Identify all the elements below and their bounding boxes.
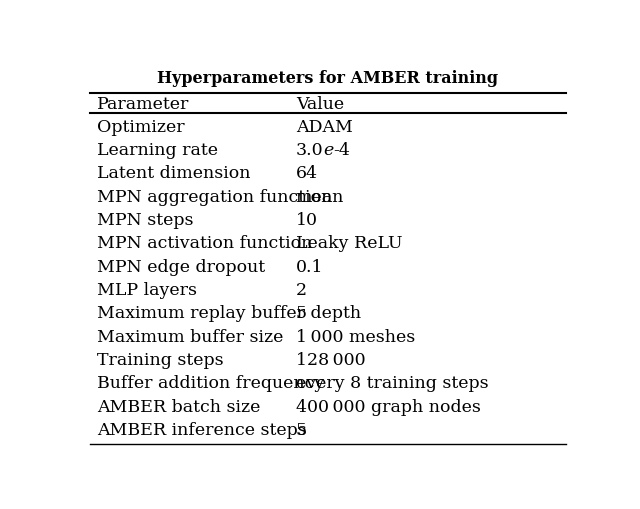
Text: Parameter: Parameter bbox=[97, 96, 189, 114]
Text: mean: mean bbox=[296, 189, 344, 206]
Text: MPN aggregation function: MPN aggregation function bbox=[97, 189, 333, 206]
Text: MLP layers: MLP layers bbox=[97, 282, 197, 299]
Text: 1 000 meshes: 1 000 meshes bbox=[296, 329, 415, 346]
Text: Maximum buffer size: Maximum buffer size bbox=[97, 329, 284, 346]
Text: MPN activation function: MPN activation function bbox=[97, 235, 313, 252]
Text: Latent dimension: Latent dimension bbox=[97, 165, 251, 182]
Text: 128 000: 128 000 bbox=[296, 352, 365, 369]
Text: every 8 training steps: every 8 training steps bbox=[296, 375, 488, 392]
Text: AMBER inference steps: AMBER inference steps bbox=[97, 422, 307, 439]
Text: Buffer addition frequency: Buffer addition frequency bbox=[97, 375, 324, 392]
Text: MPN edge dropout: MPN edge dropout bbox=[97, 259, 266, 275]
Text: Optimizer: Optimizer bbox=[97, 119, 185, 136]
Text: 10: 10 bbox=[296, 212, 317, 229]
Text: 64: 64 bbox=[296, 165, 317, 182]
Text: 0.1: 0.1 bbox=[296, 259, 323, 275]
Text: 5: 5 bbox=[296, 305, 307, 322]
Text: e: e bbox=[323, 142, 333, 159]
Text: Training steps: Training steps bbox=[97, 352, 224, 369]
Text: AMBER batch size: AMBER batch size bbox=[97, 399, 260, 415]
Text: Value: Value bbox=[296, 96, 344, 114]
Text: Maximum replay buffer depth: Maximum replay buffer depth bbox=[97, 305, 362, 322]
Text: 3.0: 3.0 bbox=[296, 142, 323, 159]
Text: Hyperparameters for AMBER training: Hyperparameters for AMBER training bbox=[157, 70, 499, 87]
Text: -4: -4 bbox=[333, 142, 351, 159]
Text: 2: 2 bbox=[296, 282, 307, 299]
Text: MPN steps: MPN steps bbox=[97, 212, 194, 229]
Text: 5: 5 bbox=[296, 422, 307, 439]
Text: Leaky ReLU: Leaky ReLU bbox=[296, 235, 403, 252]
Text: 400 000 graph nodes: 400 000 graph nodes bbox=[296, 399, 481, 415]
Text: Learning rate: Learning rate bbox=[97, 142, 218, 159]
Text: ADAM: ADAM bbox=[296, 119, 353, 136]
